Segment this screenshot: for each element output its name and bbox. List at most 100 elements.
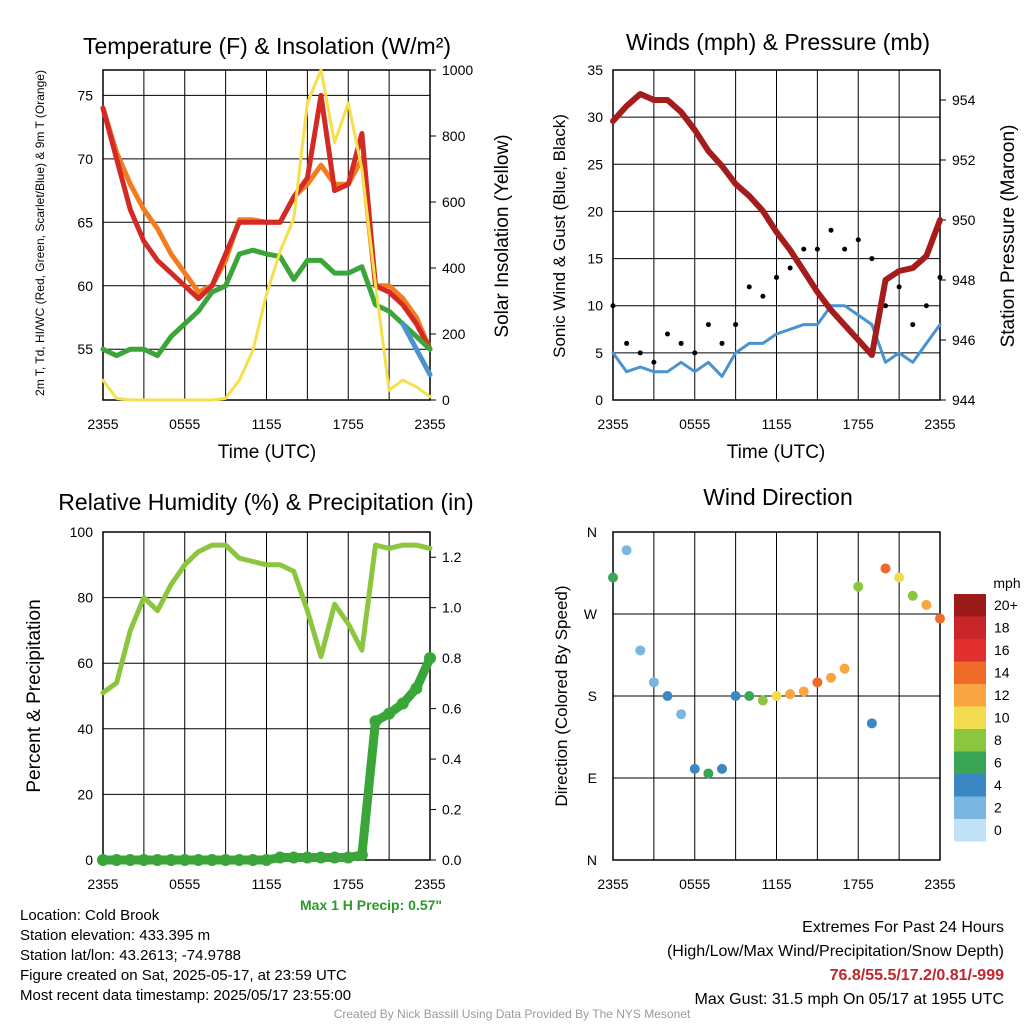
gust-point <box>869 256 875 262</box>
gust-point <box>760 293 766 299</box>
y-tick-label: 25 <box>587 156 603 172</box>
y2-tick-label: 200 <box>442 326 466 342</box>
legend-swatch <box>954 751 986 774</box>
direction-point <box>798 686 809 697</box>
direction-point <box>880 563 891 574</box>
gust-point <box>896 284 902 290</box>
extremes-gust: Max Gust: 31.5 mph On 05/17 at 1955 UTC <box>694 991 1005 1008</box>
gust-point <box>814 246 820 252</box>
gust-point <box>678 340 684 346</box>
solar-ylabel: Solar Insolation (Yellow) <box>492 134 513 337</box>
direction-point <box>921 599 932 610</box>
y-tick-label: 20 <box>587 203 603 219</box>
station-elevation: Station elevation: 433.395 m <box>20 927 211 944</box>
y2-tick-label: 0.2 <box>442 802 462 818</box>
y2-tick-label: 954 <box>952 92 976 108</box>
direction-tick-label: E <box>588 770 597 786</box>
extremes-title: Extremes For Past 24 Hours <box>802 919 1004 936</box>
temperature-title: Temperature (F) & Insolation (W/m²) <box>83 33 451 59</box>
series-solar-line <box>101 68 432 402</box>
y2-tick-label: 952 <box>952 152 976 168</box>
direction-tick-label: S <box>588 688 597 704</box>
y-tick-label: 80 <box>77 590 93 606</box>
direction-point <box>839 663 850 674</box>
direction-point <box>689 763 700 774</box>
gust-point <box>637 350 643 356</box>
direction-point <box>717 763 727 774</box>
y-tick-label: 40 <box>77 721 93 737</box>
y2-tick-label: 0.0 <box>442 852 462 868</box>
legend-label: 14 <box>994 665 1010 681</box>
y2-tick-label: 600 <box>442 194 466 210</box>
direction-point <box>744 691 755 701</box>
legend-label: 18 <box>994 620 1010 636</box>
direction-point <box>826 672 836 683</box>
x-tick-label: 1155 <box>251 876 281 892</box>
y-tick-label: 5 <box>595 345 603 361</box>
legend-label: 4 <box>994 777 1002 793</box>
temperature-xlabel: Time (UTC) <box>218 442 317 463</box>
direction-point <box>648 677 659 688</box>
legend-swatch <box>954 616 986 639</box>
x-tick-label: 1755 <box>333 876 364 892</box>
direction-point <box>785 689 796 700</box>
gust-point <box>828 227 834 233</box>
y-tick-label: 65 <box>77 214 93 230</box>
direction-panel: Wind Direction 2355 0555 1155 1755 2355NESWN… <box>552 484 1021 892</box>
figure-created: Figure created on Sat, 2025-05-17, at 23… <box>20 967 347 984</box>
gust-point <box>746 284 752 290</box>
x-tick-label: 0555 <box>679 416 710 432</box>
y-tick-label: 70 <box>77 151 93 167</box>
recent-timestamp: Most recent data timestamp: 2025/05/17 2… <box>20 987 352 1004</box>
y2-tick-label: 400 <box>442 260 466 276</box>
series-precip-line <box>98 653 435 865</box>
direction-point <box>608 572 618 583</box>
y-tick-label: 15 <box>587 251 603 267</box>
extremes-subtitle: (High/Low/Max Wind/Precipitation/Snow De… <box>666 943 1004 960</box>
legend-swatch <box>954 639 986 662</box>
y-tick-label: 0 <box>595 392 603 408</box>
direction-tick-label: N <box>587 524 597 540</box>
legend-label: 0 <box>994 822 1002 838</box>
y2-tick-label: 1.2 <box>442 549 462 565</box>
x-tick-label: 2355 <box>597 876 628 892</box>
direction-point <box>935 613 945 624</box>
direction-point <box>703 768 714 779</box>
x-tick-label: 2355 <box>87 416 118 432</box>
x-tick-label: 1755 <box>333 416 364 432</box>
y2-tick-label: 944 <box>952 392 976 408</box>
y-tick-label: 100 <box>70 524 94 540</box>
y2-tick-label: 946 <box>952 332 976 348</box>
speed-legend: mph 20+ 18 16 14 12 10 8 6 4 2 0 <box>954 575 1021 842</box>
max-precip-label: Max 1 H Precip: 0.57" <box>300 897 443 913</box>
series-rh-line <box>100 542 433 696</box>
gust-point <box>705 322 711 328</box>
winds-ylabel: Sonic Wind & Gust (Blue, Black) <box>550 114 569 358</box>
gust-point <box>665 331 670 337</box>
y2-tick-label: 0.6 <box>442 701 462 717</box>
series-hi-wc-line <box>400 321 433 378</box>
legend-swatch <box>954 774 986 797</box>
legend-label: 12 <box>994 687 1010 703</box>
series-pressure-line <box>610 91 943 358</box>
gust-point <box>610 303 616 309</box>
direction-point <box>894 572 905 583</box>
direction-point <box>812 677 823 688</box>
series-2m-td-line <box>100 247 433 359</box>
legend-label: 2 <box>994 800 1002 816</box>
gust-point <box>624 340 630 346</box>
x-tick-label: 1155 <box>761 416 791 432</box>
direction-point <box>635 645 646 656</box>
legend-swatch <box>954 706 986 729</box>
gust-point <box>910 322 916 328</box>
x-tick-label: 0555 <box>169 416 200 432</box>
x-tick-label: 1755 <box>843 876 874 892</box>
direction-point <box>866 718 877 729</box>
series-wind-line <box>611 304 942 378</box>
x-tick-label: 2355 <box>87 876 118 892</box>
legend-title: mph <box>993 575 1020 591</box>
humidity-ylabel: Percent & Precipitation <box>24 599 45 792</box>
direction-tick-label: W <box>584 606 598 622</box>
gust-point <box>692 350 698 356</box>
